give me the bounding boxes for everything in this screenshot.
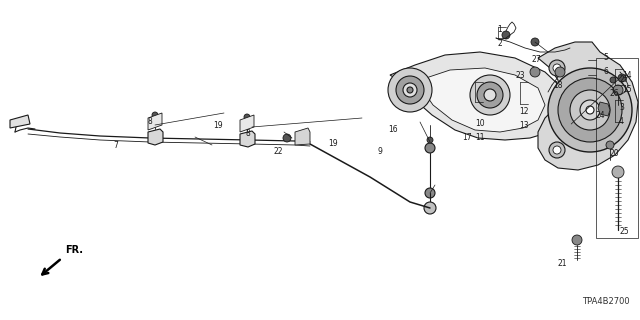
Text: 8: 8 (245, 129, 250, 138)
Circle shape (425, 143, 435, 153)
Circle shape (283, 134, 291, 142)
Circle shape (427, 137, 433, 143)
Circle shape (610, 77, 616, 83)
Text: 24: 24 (596, 110, 605, 119)
Circle shape (549, 60, 565, 76)
Circle shape (531, 38, 539, 46)
Text: 19: 19 (328, 140, 338, 148)
Circle shape (530, 67, 540, 77)
Text: 11: 11 (475, 133, 484, 142)
Text: 5: 5 (603, 52, 608, 61)
Circle shape (613, 85, 623, 95)
Text: 6: 6 (603, 67, 608, 76)
Circle shape (580, 100, 600, 120)
Circle shape (502, 31, 510, 39)
Circle shape (553, 64, 561, 72)
Text: 20: 20 (610, 149, 620, 158)
Polygon shape (148, 129, 163, 145)
Text: 27: 27 (532, 55, 541, 65)
Text: 22: 22 (274, 148, 284, 156)
Circle shape (407, 87, 413, 93)
Circle shape (484, 89, 496, 101)
Circle shape (606, 141, 614, 149)
Polygon shape (420, 68, 545, 132)
Circle shape (553, 146, 561, 154)
Text: 23: 23 (515, 71, 525, 81)
Polygon shape (10, 115, 30, 128)
Polygon shape (538, 42, 638, 170)
Text: 16: 16 (388, 125, 397, 134)
Circle shape (612, 166, 624, 178)
Text: 27: 27 (620, 76, 630, 84)
Circle shape (549, 142, 565, 158)
Text: 4: 4 (619, 116, 624, 125)
Text: 15: 15 (622, 85, 632, 94)
Circle shape (560, 102, 566, 108)
Circle shape (424, 202, 436, 214)
Text: TPA4B2700: TPA4B2700 (582, 298, 630, 307)
Text: 19: 19 (213, 122, 223, 131)
Text: 18: 18 (553, 82, 563, 91)
Circle shape (388, 68, 432, 112)
Text: FR.: FR. (65, 245, 83, 255)
Circle shape (548, 68, 632, 152)
Text: 14: 14 (622, 71, 632, 81)
Circle shape (403, 83, 417, 97)
Text: 12: 12 (519, 108, 529, 116)
Text: 9: 9 (378, 148, 383, 156)
Circle shape (618, 74, 626, 82)
Text: 26: 26 (610, 90, 620, 99)
Text: 2: 2 (497, 39, 502, 49)
Polygon shape (240, 131, 255, 147)
Text: 8: 8 (148, 117, 153, 126)
Polygon shape (295, 128, 310, 145)
Text: 13: 13 (519, 122, 529, 131)
Circle shape (470, 75, 510, 115)
Circle shape (396, 76, 424, 104)
Text: 17: 17 (462, 133, 472, 142)
Circle shape (244, 114, 250, 120)
Circle shape (551, 93, 575, 117)
Circle shape (570, 90, 610, 130)
Circle shape (477, 82, 503, 108)
Text: 10: 10 (475, 119, 484, 129)
Circle shape (558, 78, 622, 142)
Polygon shape (240, 115, 254, 132)
Circle shape (572, 235, 582, 245)
Circle shape (555, 67, 565, 77)
Text: 3: 3 (619, 102, 624, 111)
Circle shape (556, 98, 570, 112)
Polygon shape (598, 102, 610, 116)
Text: 21: 21 (558, 259, 568, 268)
Polygon shape (148, 113, 162, 130)
Circle shape (425, 188, 435, 198)
Circle shape (586, 106, 594, 114)
Text: 25: 25 (619, 228, 628, 236)
Text: 7: 7 (113, 140, 118, 149)
Text: 1: 1 (497, 25, 502, 34)
Circle shape (152, 112, 158, 118)
Polygon shape (390, 52, 568, 140)
